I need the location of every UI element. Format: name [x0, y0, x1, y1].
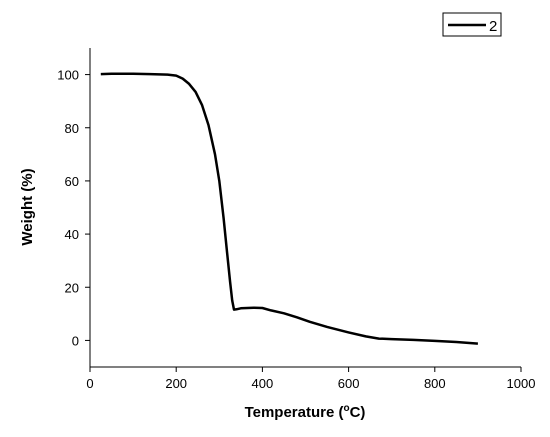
x-tick-label: 0: [86, 376, 93, 391]
y-axis-title: Weight (%): [19, 168, 36, 245]
x-tick-label: 200: [165, 376, 187, 391]
y-tick-label: 20: [65, 280, 79, 295]
series-line-2: [100, 72, 478, 345]
x-tick-label: 600: [338, 376, 360, 391]
y-tick-label: 0: [72, 333, 79, 348]
legend-label: 2: [489, 18, 497, 35]
x-axis-title-suffix: C): [350, 404, 366, 421]
x-axis-title: Temperature (oC): [245, 403, 366, 421]
x-tick-label: 800: [424, 376, 446, 391]
y-tick-label: 100: [57, 68, 79, 83]
legend: 2: [442, 12, 502, 37]
x-ticks: 0 200 400 600 800 1000: [86, 367, 535, 391]
y-tick-label: 60: [65, 174, 79, 189]
x-axis-title-main: Temperature (: [245, 404, 344, 421]
plot-axes: [89, 48, 521, 368]
y-tick-label: 40: [65, 227, 79, 242]
y-tick-label: 80: [65, 121, 79, 136]
x-tick-label: 400: [252, 376, 274, 391]
x-axis-title-sup: o: [343, 403, 349, 414]
y-ticks: 0 20 40 60 80 100: [57, 68, 90, 348]
series-layer: [100, 72, 478, 345]
x-tick-label: 1000: [507, 376, 536, 391]
